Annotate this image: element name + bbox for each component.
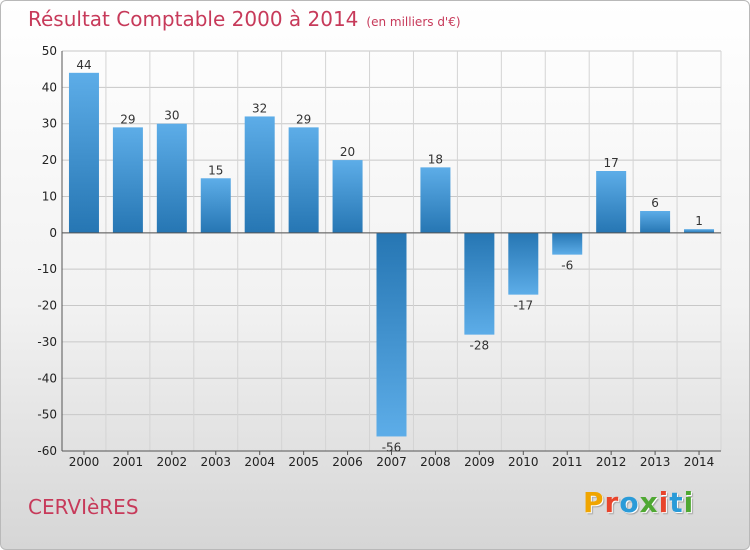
- y-tick-label: 30: [42, 117, 57, 131]
- logo-letter: r: [604, 486, 620, 519]
- chart-subtitle: (en milliers d'€): [366, 15, 461, 29]
- data-label-2006: 20: [340, 145, 355, 159]
- logo-letter: o: [619, 486, 640, 519]
- bar-2011: [552, 232, 583, 255]
- x-tick-label: 2010: [508, 455, 539, 469]
- y-tick-label: 50: [42, 44, 57, 58]
- data-label-2002: 30: [164, 109, 179, 123]
- y-tick-label: -40: [37, 371, 57, 385]
- axes: [61, 51, 721, 455]
- data-label-2005: 29: [296, 112, 311, 126]
- x-tick-label: 2004: [244, 455, 275, 469]
- title-text: Résultat Comptable 2000 à 2014: [28, 7, 359, 31]
- x-tick-label: 2002: [157, 455, 188, 469]
- data-label-2014: 1: [695, 214, 703, 228]
- x-tick-label: 2013: [640, 455, 671, 469]
- bar-2003: [200, 178, 231, 233]
- data-label-2007: -56: [382, 440, 402, 454]
- y-tick-label: -30: [37, 335, 57, 349]
- x-tick-label: 2005: [288, 455, 319, 469]
- x-tick-label: 2011: [552, 455, 583, 469]
- logo-letter: i: [683, 486, 695, 519]
- x-tick-label: 2006: [332, 455, 363, 469]
- x-tick-label: 2009: [464, 455, 495, 469]
- bar-2000: [68, 72, 99, 233]
- bar-2009: [464, 232, 495, 335]
- data-label-2012: 17: [604, 156, 619, 170]
- bar-2014: [684, 229, 715, 233]
- x-tick-label: 2007: [376, 455, 407, 469]
- bar-2005: [288, 127, 319, 233]
- y-tick-label: -10: [37, 262, 57, 276]
- x-tick-label: 2012: [596, 455, 627, 469]
- labels: 50403020100-10-20-30-40-50-6044200029200…: [37, 44, 714, 469]
- data-label-2013: 6: [651, 196, 659, 210]
- y-tick-label: 20: [42, 153, 57, 167]
- y-tick-label: -60: [37, 444, 57, 458]
- y-tick-label: -50: [37, 408, 57, 422]
- data-label-2009: -28: [470, 339, 490, 353]
- logo-letter: i: [658, 486, 670, 519]
- data-label-2010: -17: [513, 299, 533, 313]
- logo-letter: P: [583, 486, 605, 519]
- bar-2002: [156, 123, 187, 233]
- data-label-2000: 44: [76, 58, 91, 72]
- x-tick-label: 2008: [420, 455, 451, 469]
- bar-2010: [508, 232, 539, 295]
- y-tick-label: 0: [49, 226, 57, 240]
- bar-2006: [332, 160, 363, 233]
- bar-2012: [596, 171, 627, 233]
- data-label-2003: 15: [208, 163, 223, 177]
- data-label-2011: -6: [561, 259, 573, 273]
- x-tick-label: 2000: [69, 455, 100, 469]
- data-label-2008: 18: [428, 152, 443, 166]
- bar-2007: [376, 232, 407, 437]
- proxiti-logo: Proxiti: [583, 486, 694, 519]
- commune-name: CERVIèRES: [28, 495, 139, 519]
- bars: [68, 72, 715, 437]
- x-tick-label: 2014: [684, 455, 715, 469]
- y-tick-label: 40: [42, 80, 57, 94]
- y-tick-label: 10: [42, 189, 57, 203]
- x-tick-label: 2003: [200, 455, 231, 469]
- bar-2013: [640, 211, 671, 233]
- logo-letter: x: [639, 486, 659, 519]
- chart-title: Résultat Comptable 2000 à 2014 (en millie…: [28, 7, 461, 31]
- bar-2004: [244, 116, 275, 233]
- bar-2001: [112, 127, 143, 233]
- x-tick-label: 2001: [113, 455, 144, 469]
- logo-letter: t: [669, 486, 684, 519]
- data-label-2001: 29: [120, 112, 135, 126]
- y-tick-label: -20: [37, 299, 57, 313]
- bar-2008: [420, 167, 451, 233]
- data-label-2004: 32: [252, 101, 267, 115]
